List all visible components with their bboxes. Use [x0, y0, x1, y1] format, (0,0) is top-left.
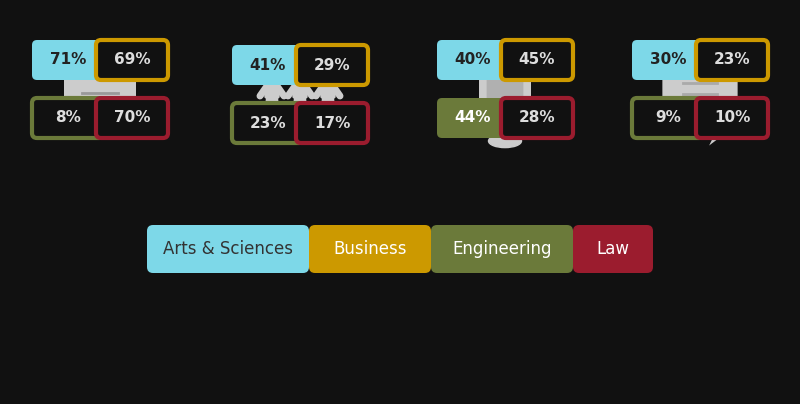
FancyBboxPatch shape	[96, 98, 168, 138]
Text: 9%: 9%	[655, 111, 681, 126]
Text: Law: Law	[597, 240, 630, 258]
Text: Engineering: Engineering	[452, 240, 552, 258]
FancyBboxPatch shape	[696, 40, 768, 80]
FancyBboxPatch shape	[501, 40, 573, 80]
FancyBboxPatch shape	[501, 98, 573, 138]
Text: 40%: 40%	[454, 53, 491, 67]
Text: 71%: 71%	[50, 53, 86, 67]
Circle shape	[293, 69, 307, 83]
FancyBboxPatch shape	[147, 225, 309, 273]
Text: 23%: 23%	[250, 116, 286, 130]
Text: 44%: 44%	[454, 111, 491, 126]
Circle shape	[501, 121, 509, 129]
Polygon shape	[103, 42, 123, 58]
FancyBboxPatch shape	[232, 103, 304, 143]
FancyBboxPatch shape	[431, 225, 573, 273]
FancyBboxPatch shape	[632, 98, 704, 138]
FancyBboxPatch shape	[296, 45, 368, 85]
Circle shape	[265, 69, 279, 83]
Ellipse shape	[489, 135, 522, 147]
FancyBboxPatch shape	[32, 40, 104, 80]
Text: 30%: 30%	[650, 53, 686, 67]
Polygon shape	[709, 134, 725, 145]
Text: Arts & Sciences: Arts & Sciences	[163, 240, 293, 258]
Text: 8%: 8%	[55, 111, 81, 126]
Text: 70%: 70%	[114, 111, 150, 126]
Text: 28%: 28%	[518, 111, 555, 126]
Polygon shape	[65, 41, 135, 59]
FancyBboxPatch shape	[32, 98, 104, 138]
Polygon shape	[59, 42, 79, 58]
Polygon shape	[678, 106, 703, 120]
FancyBboxPatch shape	[573, 225, 653, 273]
Text: 10%: 10%	[714, 111, 750, 126]
FancyBboxPatch shape	[309, 225, 431, 273]
Polygon shape	[74, 42, 94, 58]
Text: 41%: 41%	[250, 57, 286, 72]
FancyBboxPatch shape	[437, 40, 509, 80]
Text: 45%: 45%	[518, 53, 555, 67]
FancyBboxPatch shape	[64, 55, 136, 133]
FancyBboxPatch shape	[292, 80, 308, 99]
FancyBboxPatch shape	[486, 62, 523, 115]
FancyBboxPatch shape	[662, 66, 738, 112]
FancyBboxPatch shape	[437, 98, 509, 138]
Polygon shape	[88, 42, 108, 58]
FancyBboxPatch shape	[232, 45, 304, 85]
FancyBboxPatch shape	[696, 98, 768, 138]
Polygon shape	[119, 58, 133, 72]
Text: 17%: 17%	[314, 116, 350, 130]
Text: Business: Business	[334, 240, 406, 258]
FancyBboxPatch shape	[632, 40, 704, 80]
FancyBboxPatch shape	[296, 103, 368, 143]
FancyBboxPatch shape	[479, 50, 531, 138]
Text: 69%: 69%	[114, 53, 150, 67]
FancyBboxPatch shape	[699, 106, 746, 137]
Text: 29%: 29%	[314, 57, 350, 72]
FancyBboxPatch shape	[320, 80, 336, 99]
Polygon shape	[118, 42, 138, 58]
FancyBboxPatch shape	[264, 80, 280, 99]
Text: 23%: 23%	[714, 53, 750, 67]
Circle shape	[321, 69, 335, 83]
FancyBboxPatch shape	[96, 40, 168, 80]
